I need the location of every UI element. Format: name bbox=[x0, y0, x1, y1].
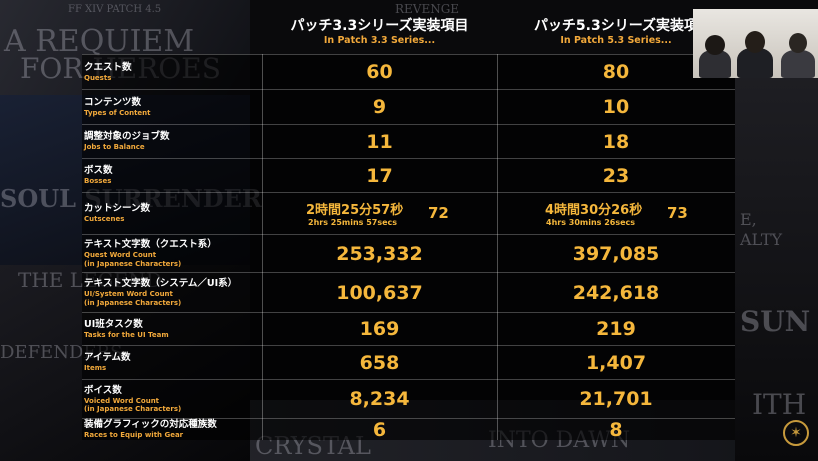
row-sublabel: Races to Equip with Gear bbox=[84, 431, 184, 440]
bg-text: ITH bbox=[752, 388, 807, 421]
bg-text: ALTY bbox=[740, 230, 783, 249]
table-row: テキスト文字数（クエスト系） Quest Word Count (in Japane… bbox=[82, 234, 735, 272]
webcam-overlay bbox=[693, 9, 818, 78]
table-row: UI班タスク数 Tasks for the UI Team 169 219 bbox=[82, 312, 735, 345]
value-patch-3-3: 253,332 bbox=[336, 242, 423, 265]
cutscene-patch-5-3: 4時間30分26秒 4hrs 30mins 26secs 73 bbox=[497, 193, 735, 234]
row-sublabel: Bosses bbox=[84, 177, 112, 186]
value-patch-5-3: 1,407 bbox=[585, 351, 647, 374]
value-patch-5-3: 219 bbox=[596, 318, 636, 340]
value-patch-5-3: 23 bbox=[602, 164, 630, 187]
row-sublabel-note: (in Japanese Characters) bbox=[84, 405, 182, 413]
value-patch-3-3: 100,637 bbox=[336, 281, 423, 304]
value-patch-3-3: 658 bbox=[359, 351, 400, 374]
value-patch-3-3: 8,234 bbox=[349, 388, 410, 410]
table-row: クエスト数 Quests 60 80 bbox=[82, 54, 735, 89]
cutscene-duration-en: 4hrs 30mins 26secs bbox=[546, 218, 636, 227]
presenter-center bbox=[737, 48, 773, 78]
row-label: 調整対象のジョブ数 bbox=[84, 131, 170, 143]
game-logo-icon: ✶ bbox=[783, 420, 809, 446]
row-sublabel-note: (in Japanese Characters) bbox=[84, 259, 182, 268]
row-sublabel: Quest Word Count bbox=[84, 251, 157, 259]
column-divider bbox=[497, 54, 498, 440]
bg-text: E, bbox=[740, 210, 757, 229]
cutscene-count: 73 bbox=[667, 204, 688, 222]
cutscene-patch-3-3: 2時間25分57秒 2hrs 25mins 57secs 72 bbox=[262, 193, 497, 234]
row-label: UI班タスク数 bbox=[84, 318, 143, 330]
row-sublabel: Types of Content bbox=[84, 108, 151, 117]
value-patch-3-3: 17 bbox=[366, 164, 393, 187]
value-patch-5-3: 21,701 bbox=[579, 388, 653, 410]
row-label: ボイス数 bbox=[84, 384, 122, 396]
presenter-center-head bbox=[745, 31, 765, 53]
value-patch-5-3: 80 bbox=[602, 61, 630, 83]
table-row: テキスト文字数（システム／UI系） UI/System Word Count (in… bbox=[82, 272, 735, 312]
value-patch-3-3: 6 bbox=[372, 418, 387, 441]
column-title: パッチ5.3シリーズ実装項 bbox=[533, 18, 699, 34]
row-label: コンテンツ数 bbox=[84, 96, 142, 108]
table-row: 調整対象のジョブ数 Jobs to Balance 11 18 bbox=[82, 124, 735, 158]
row-label: ボス数 bbox=[84, 165, 113, 177]
cutscene-duration-en: 2hrs 25mins 57secs bbox=[308, 218, 398, 227]
bg-text: A REQUIEM bbox=[4, 24, 195, 59]
row-label: クエスト数 bbox=[84, 61, 132, 73]
presenter-right-head bbox=[789, 33, 807, 53]
column-title: パッチ3.3シリーズ実装項目 bbox=[290, 18, 469, 34]
value-patch-5-3: 8 bbox=[609, 418, 623, 441]
row-sublabel: Cutscenes bbox=[84, 215, 125, 224]
bg-text: SUN bbox=[740, 305, 811, 338]
row-sublabel: Items bbox=[84, 364, 107, 373]
cutscene-duration: 2時間25分57秒 bbox=[306, 203, 404, 218]
row-sublabel: UI/System Word Count bbox=[84, 290, 173, 298]
row-sublabel: Tasks for the UI Team bbox=[84, 330, 169, 339]
value-patch-3-3: 60 bbox=[366, 61, 393, 83]
row-sublabel: Jobs to Balance bbox=[84, 143, 145, 152]
table-row: ボイス数 Voiced Word Count (in Japanese Charac… bbox=[82, 379, 735, 418]
presenter-right bbox=[781, 50, 815, 78]
row-label: テキスト文字数（システム／UI系） bbox=[84, 278, 238, 289]
table-row: ボス数 Bosses 17 23 bbox=[82, 158, 735, 192]
row-sublabel-note: (in Japanese Characters) bbox=[84, 298, 182, 307]
column-header-patch-5-3: パッチ5.3シリーズ実装項 In Patch 5.3 Series... bbox=[497, 14, 735, 54]
row-sublabel: Voiced Word Count bbox=[84, 396, 160, 405]
column-header-patch-3-3: パッチ3.3シリーズ実装項目 In Patch 3.3 Series... bbox=[262, 14, 497, 54]
value-patch-5-3: 10 bbox=[602, 96, 630, 118]
column-divider bbox=[262, 54, 263, 440]
row-sublabel: Quests bbox=[84, 73, 112, 82]
table-row: コンテンツ数 Types of Content 9 10 bbox=[82, 89, 735, 124]
bg-text: REVENGE bbox=[395, 2, 460, 16]
row-label: カットシーン数 bbox=[84, 203, 151, 215]
cutscene-count: 72 bbox=[428, 204, 449, 222]
value-patch-5-3: 242,618 bbox=[572, 281, 660, 304]
value-patch-3-3: 9 bbox=[372, 96, 387, 118]
row-label: テキスト文字数（クエスト系） bbox=[84, 239, 217, 250]
comparison-table: パッチ3.3シリーズ実装項目 In Patch 3.3 Series... パッ… bbox=[82, 14, 735, 441]
value-patch-3-3: 169 bbox=[359, 318, 400, 340]
row-label: 装備グラフィックの対応種族数 bbox=[84, 419, 217, 431]
table-row: アイテム数 Items 658 1,407 bbox=[82, 345, 735, 379]
column-subtitle: In Patch 5.3 Series... bbox=[560, 35, 672, 46]
cutscene-duration: 4時間30分26秒 bbox=[545, 203, 643, 218]
table-row-cutscenes: カットシーン数 Cutscenes 2時間25分57秒 2hrs 25mins 5… bbox=[82, 192, 735, 234]
value-patch-5-3: 397,085 bbox=[572, 242, 660, 265]
value-patch-3-3: 11 bbox=[366, 130, 393, 153]
row-label: アイテム数 bbox=[84, 352, 131, 364]
presenter-left-head bbox=[705, 35, 725, 55]
bg-tile-right bbox=[735, 78, 818, 461]
value-patch-5-3: 18 bbox=[602, 130, 630, 153]
column-subtitle: In Patch 3.3 Series... bbox=[323, 35, 436, 46]
bg-text: FF XIV PATCH 4.5 bbox=[68, 4, 162, 15]
table-row: 装備グラフィックの対応種族数 Races to Equip with Gear 6… bbox=[82, 418, 735, 441]
